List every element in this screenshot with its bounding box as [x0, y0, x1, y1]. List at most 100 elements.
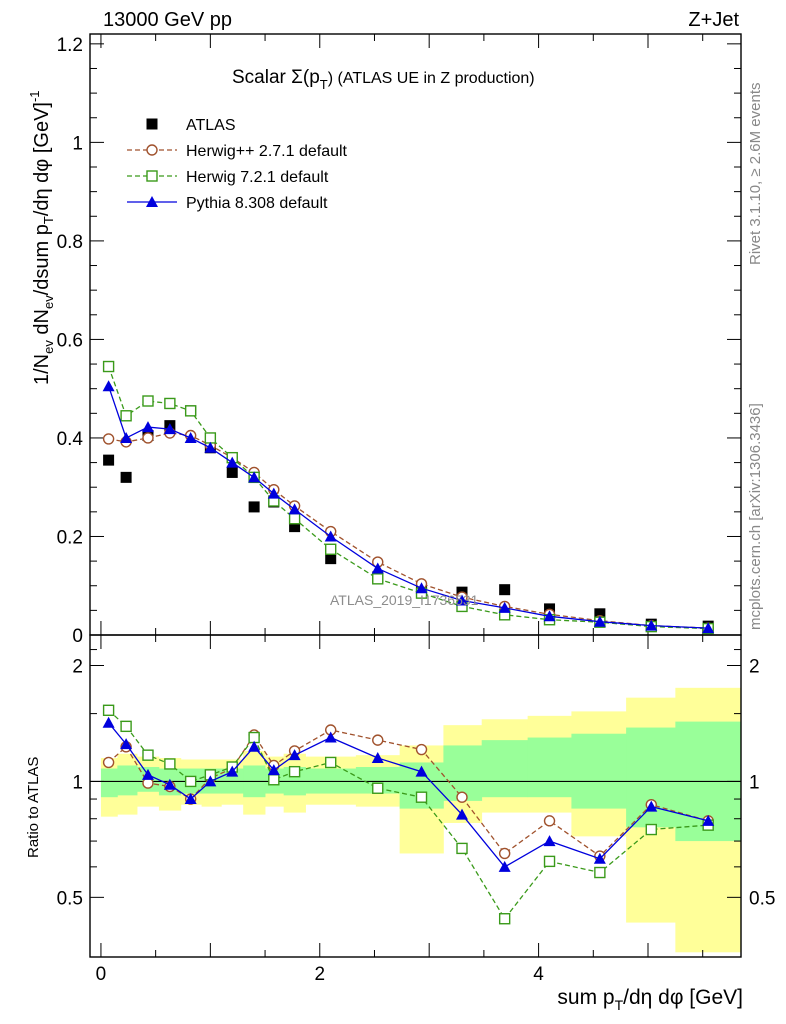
main-series-2-line — [107, 366, 709, 630]
ratio-series-2-point — [456, 808, 468, 820]
main-series-3-point — [702, 622, 715, 634]
ratio-series-2-point — [593, 852, 606, 864]
main-series-0-point — [499, 584, 511, 596]
x-tick-label: 4 — [533, 964, 544, 985]
main-series-2-point — [372, 573, 384, 585]
ratio-series-2-point — [163, 778, 176, 790]
ratio-series-0-point — [543, 815, 556, 827]
x-axis-label: sum pT/dη dφ [GeV] — [557, 986, 743, 1013]
plot-title-subscript: T — [320, 77, 328, 92]
header-left-label: 13000 GeV pp — [103, 9, 232, 31]
main-series-3-point — [415, 582, 428, 594]
main-series-3-point — [593, 615, 606, 627]
ratio-band-inner-bin — [626, 727, 676, 828]
legend-marker — [146, 118, 158, 130]
main-y-tick-label: 1 — [72, 133, 83, 154]
ratio-series-1-point — [415, 791, 428, 803]
main-y-axis-label: 1/Nev dNev/dsum pT/dη dφ [GeV]-1 — [27, 90, 56, 385]
ratio-y-tick-label-right: 1 — [749, 772, 760, 793]
main-series-0-point — [103, 454, 115, 466]
ratio-series-1-point — [543, 855, 556, 868]
ratio-series-0-point — [102, 756, 115, 769]
main-series-3-point — [371, 562, 384, 574]
main-series-2-point — [142, 395, 154, 407]
ratio-series-1-point — [372, 782, 384, 794]
ratio-y-tick-label: 1 — [72, 772, 83, 793]
main-series-3-point — [204, 441, 217, 453]
main-series-3-point — [141, 421, 154, 433]
ratio-series-2-point — [371, 752, 384, 764]
main-y-tick-label: 0.6 — [57, 330, 83, 351]
main-series-3-point — [267, 487, 280, 499]
main-series-2-point — [325, 543, 337, 555]
ratio-band-inner-bin — [100, 768, 118, 798]
main-series-3-point — [498, 601, 511, 613]
ratio-series-0-point — [372, 734, 384, 746]
ratio-series-0-point — [415, 743, 428, 756]
main-series-1-point — [142, 432, 154, 444]
ratio-series-2-point — [248, 740, 261, 752]
legend: ATLAS Herwig++ 2.7.1 default Herwig 7.2.1 … — [127, 117, 348, 212]
ratio-series-0-point — [456, 791, 468, 803]
ratio-series-1-point — [184, 775, 197, 788]
main-series-3-point — [456, 594, 468, 606]
ratio-band-inner-bin — [117, 765, 138, 796]
ratio-series-2-point — [543, 835, 556, 847]
legend-marker — [146, 144, 158, 156]
main-series-3-point — [184, 431, 197, 443]
ratio-y-tick-label-right: 0.5 — [749, 888, 775, 909]
legend-marker — [146, 196, 158, 207]
ratio-y-tick-label: 0.5 — [57, 888, 83, 909]
main-series-3-point — [248, 471, 261, 483]
main-series-0-point — [594, 608, 606, 620]
ratio-series-1-point — [288, 765, 301, 778]
ratio-series-1-point — [120, 720, 132, 733]
main-series-1-point — [102, 433, 115, 445]
main-series-3-point — [324, 530, 337, 542]
ratio-series-2-point — [120, 738, 133, 750]
ratio-series-2-point — [102, 716, 115, 728]
main-series-2-point — [102, 360, 115, 373]
ratio-series-1-point — [645, 823, 657, 836]
main-series-3-point — [102, 380, 115, 392]
legend-entry-label: Herwig++ 2.7.1 default — [186, 143, 348, 160]
main-series-0-point — [325, 553, 337, 565]
ratio-series-2-point — [141, 768, 154, 780]
main-series-2-point — [204, 432, 217, 444]
ratio-series-2-point — [267, 764, 280, 776]
main-series-0-point — [120, 471, 132, 483]
main-y-tick-label: 0 — [72, 626, 83, 647]
ratio-band-inner-bin — [571, 733, 627, 809]
plot-title: Scalar Σ(pT) (ATLAS UE in Z production) — [232, 67, 535, 92]
plot-title-rest: ) (ATLAS UE in Z production) — [328, 70, 535, 87]
ratio-series-2-point — [204, 775, 217, 787]
main-y-tick-label: 1.2 — [57, 35, 83, 56]
ratio-y-tick-label-right: 2 — [749, 656, 760, 677]
ratio-series-1-point — [268, 774, 280, 786]
ratio-y-axis-label: Ratio to ATLAS — [25, 757, 42, 858]
main-series-3-point — [288, 503, 301, 515]
mcplots-label: mcplots.cern.ch [arXiv:1306.3436] — [747, 403, 764, 630]
main-series-2-point — [120, 410, 132, 422]
ratio-series-2-point — [415, 765, 428, 777]
ratio-series-1-point — [456, 842, 468, 855]
main-series-3-point — [226, 456, 239, 468]
ratio-series-1-point — [164, 758, 176, 770]
ratio-y-tick-label: 2 — [72, 656, 83, 677]
main-series-3-point — [163, 423, 176, 435]
ratio-series-1-point — [102, 704, 115, 716]
ratio-series-1-point — [498, 913, 511, 925]
ratio-series-2-point — [498, 860, 511, 872]
rivet-version-label: Rivet 3.1.10, ≥ 2.6M events — [747, 83, 764, 266]
ratio-band-inner-bin — [481, 740, 529, 798]
main-series-3-point — [120, 431, 133, 443]
main-y-tick-label: 0.8 — [57, 232, 83, 253]
plot-title-main: Scalar Σ(p — [232, 67, 320, 88]
ratio-uncertainty-bands — [100, 687, 742, 953]
ratio-series-2-point — [288, 749, 301, 761]
ratio-series-2-point — [645, 800, 658, 812]
ratio-series-2-point — [324, 731, 337, 743]
ratio-series-2-point — [702, 814, 715, 826]
legend-entry-label: ATLAS — [186, 117, 236, 134]
